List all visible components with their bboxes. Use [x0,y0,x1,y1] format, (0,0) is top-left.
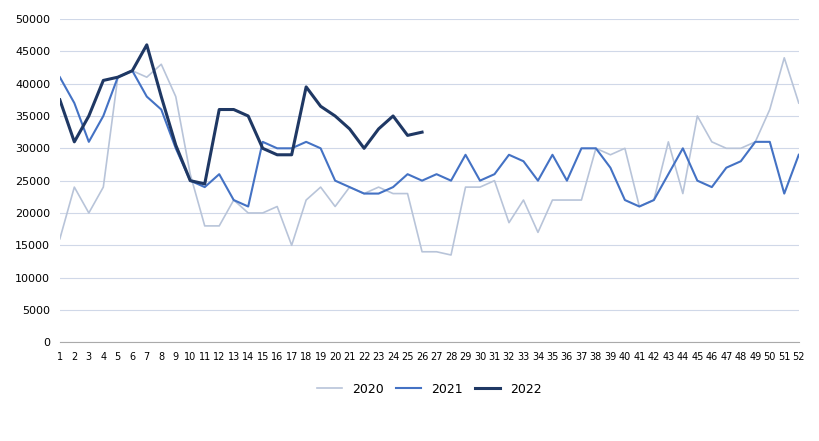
Legend: 2020, 2021, 2022: 2020, 2021, 2022 [311,377,546,401]
2020 [793,101,803,106]
2020 [315,184,325,190]
2020 [402,191,412,196]
2021 [127,68,137,73]
2021 [793,152,803,157]
2022 [113,75,123,80]
2021 [431,172,441,177]
2021 [243,204,253,209]
2021 [474,178,484,183]
2020 [446,252,455,258]
2022 [315,104,325,109]
2020 [778,55,788,60]
2021 [55,75,65,80]
2022 [55,97,65,102]
2020 [55,236,65,242]
2020 [460,184,470,190]
2021 [113,75,123,80]
2020 [113,75,123,80]
2020 [547,198,557,203]
2021 [532,178,542,183]
2021 [344,184,354,190]
2022 [402,133,412,138]
2020 [518,198,527,203]
Line: 2020: 2020 [60,58,798,255]
Line: 2021: 2021 [60,71,798,206]
Line: 2022: 2022 [60,45,422,184]
2021 [561,178,571,183]
